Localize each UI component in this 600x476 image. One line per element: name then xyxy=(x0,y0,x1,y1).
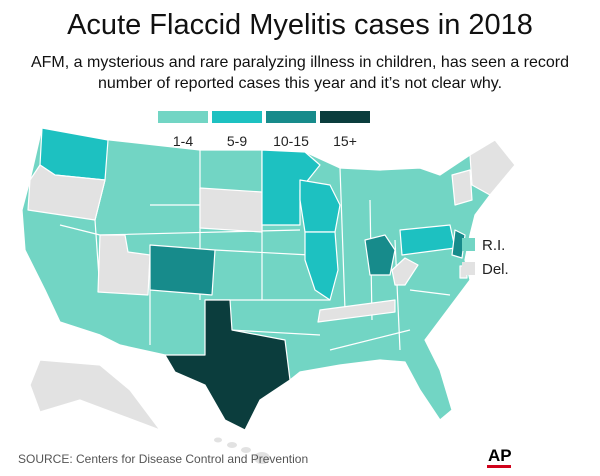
subtitle: number of reported cases this year and i… xyxy=(98,75,502,92)
state xyxy=(391,257,419,286)
legend-swatch xyxy=(266,111,316,123)
inset-label: Del. xyxy=(482,261,509,278)
inset-swatch xyxy=(462,238,475,251)
legend-swatch xyxy=(212,111,262,123)
state xyxy=(149,244,216,296)
source: SOURCE: Centers for Disease Control and … xyxy=(18,452,308,466)
inset-label: R.I. xyxy=(482,237,505,254)
state xyxy=(199,187,263,233)
legend: 1-4 5-9 10-15 15+ xyxy=(158,111,370,149)
inset-swatch xyxy=(462,262,475,275)
state xyxy=(21,127,516,431)
state xyxy=(164,299,291,431)
state xyxy=(29,359,161,431)
state xyxy=(451,169,473,206)
inset-legend: R.I. Del. xyxy=(462,237,509,278)
legend-label: 10-15 xyxy=(273,133,309,149)
logo-bar xyxy=(487,465,511,468)
state xyxy=(304,231,339,301)
title: Acute Flaccid Myelitis cases in 2018 xyxy=(67,9,533,41)
legend-label: 5-9 xyxy=(227,133,247,149)
state xyxy=(317,299,396,323)
legend-label: 1-4 xyxy=(173,133,193,149)
state xyxy=(214,437,270,464)
logo: AP xyxy=(488,446,512,465)
legend-swatch xyxy=(320,111,370,123)
legend-swatch xyxy=(158,111,208,123)
state xyxy=(27,164,106,221)
subtitle: AFM, a mysterious and rare paralyzing il… xyxy=(31,54,569,71)
state xyxy=(364,234,396,276)
legend-label: 15+ xyxy=(333,133,357,149)
map xyxy=(21,127,516,464)
state xyxy=(451,229,466,259)
state xyxy=(469,139,516,196)
